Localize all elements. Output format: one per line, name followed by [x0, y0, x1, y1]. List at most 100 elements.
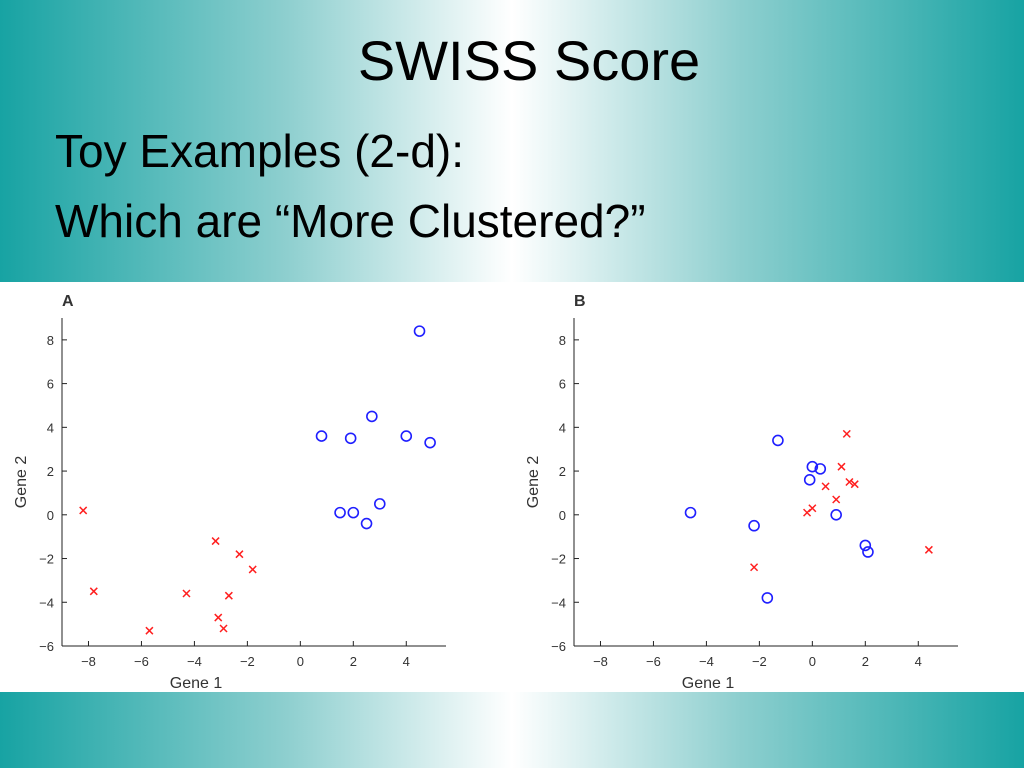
data-point-cross: [219, 624, 228, 633]
cross-stroke: [845, 477, 854, 487]
data-point-circle: [360, 517, 373, 530]
data-point-cross: [182, 589, 191, 598]
data-point-cross: [837, 462, 846, 471]
data-point-cross: [214, 613, 223, 622]
x-tick-label: −6: [134, 654, 149, 669]
data-point-circle: [761, 592, 774, 604]
panel-letter: B: [574, 293, 586, 310]
data-point-cross: [845, 477, 854, 487]
slide-title: SWISS Score: [357, 29, 701, 92]
data-point-cross: [89, 587, 98, 596]
data-point-circle: [413, 325, 426, 337]
subtitle-line-1: Toy Examples (2-d):: [55, 125, 465, 177]
x-tick-label: −4: [699, 654, 714, 669]
cross-stroke: [89, 587, 98, 596]
x-tick-label: 0: [297, 654, 304, 669]
cross-stroke: [79, 506, 88, 515]
x-tick-label: −6: [646, 654, 661, 669]
data-point-circle: [859, 539, 872, 552]
cross-stroke: [235, 550, 244, 559]
data-point-circle: [862, 546, 874, 558]
y-tick-label: −4: [39, 595, 54, 610]
y-tick-label: 4: [559, 420, 566, 435]
data-point-cross: [79, 506, 88, 515]
cross-stroke: [145, 626, 154, 635]
data-point-circle: [373, 498, 386, 510]
y-tick-label: 0: [47, 508, 54, 523]
plot-area: A −8 −6 −4 −2 0 2 4 −6 −4 −2 0 2 4 6 8 Gene 1 Gene 2 B −8 −…: [0, 282, 1024, 692]
y-tick-label: 2: [47, 464, 54, 479]
y-tick-label: −2: [39, 552, 54, 567]
data-point-circle: [814, 463, 827, 475]
y-tick-label: 8: [559, 333, 566, 348]
y-tick-label: 4: [47, 420, 54, 435]
x-tick-label: −2: [240, 654, 255, 669]
cross-stroke: [803, 508, 812, 517]
y-tick-label: 6: [47, 377, 54, 392]
cross-stroke: [750, 563, 759, 572]
x-tick-label: −4: [187, 654, 202, 669]
data-point-cross: [211, 537, 220, 546]
cross-stroke: [842, 429, 851, 438]
y-tick-label: −6: [551, 639, 566, 654]
y-axis-label: Gene 2: [525, 456, 542, 509]
data-point-cross: [235, 550, 244, 559]
x-tick-label: −8: [81, 654, 96, 669]
x-tick-label: 4: [915, 654, 922, 669]
data-point-cross: [224, 591, 233, 600]
data-point-cross: [832, 495, 841, 504]
x-tick-label: 4: [403, 654, 410, 669]
cross-stroke: [224, 591, 233, 600]
x-tick-label: −2: [752, 654, 767, 669]
data-point-circle: [684, 506, 697, 519]
data-point-circle: [366, 410, 378, 423]
cross-stroke: [821, 482, 830, 491]
x-axis-label: Gene 1: [682, 675, 735, 692]
panel-letter: A: [62, 293, 74, 310]
x-axis-label: Gene 1: [170, 675, 223, 692]
y-tick-label: 0: [559, 508, 566, 523]
data-point-circle: [830, 509, 842, 521]
y-tick-label: 8: [47, 333, 54, 348]
cross-stroke: [924, 545, 933, 554]
y-tick-label: 6: [559, 377, 566, 392]
subtitle-line-2: Which are “More Clustered?”: [55, 195, 646, 247]
data-point-circle: [334, 506, 346, 519]
cross-stroke: [211, 537, 220, 546]
y-tick-label: −4: [551, 595, 566, 610]
data-point-circle: [344, 432, 357, 445]
data-point-circle: [347, 506, 360, 519]
data-point-cross: [803, 508, 812, 517]
scatter-chart-a: A −8 −6 −4 −2 0 2 4 −6 −4 −2 0 2 4 6 8 Gene 1 Gene 2: [13, 293, 446, 692]
data-point-circle: [748, 519, 760, 532]
data-point-cross: [750, 563, 759, 572]
data-point-cross: [248, 565, 257, 574]
data-point-circle: [803, 474, 816, 486]
data-point-circle: [806, 460, 819, 473]
cross-stroke: [219, 624, 228, 633]
data-point-cross: [850, 480, 859, 489]
data-point-circle: [400, 430, 413, 442]
x-tick-label: 2: [350, 654, 357, 669]
data-point-cross: [821, 482, 830, 491]
data-point-cross: [842, 429, 851, 438]
y-axis-label: Gene 2: [13, 456, 30, 509]
cross-stroke: [850, 480, 859, 489]
data-point-cross: [924, 545, 933, 554]
scatter-chart-b: B −8 −6 −4 −2 0 2 4 −6 −4 −2 0 2 4 6 8 Gene 1 Gene 2: [525, 293, 958, 692]
x-tick-label: 2: [862, 654, 869, 669]
y-tick-label: −6: [39, 639, 54, 654]
y-tick-label: −2: [551, 552, 566, 567]
data-point-cross: [145, 626, 154, 635]
cross-stroke: [837, 462, 846, 471]
data-point-circle: [424, 436, 436, 449]
data-point-circle: [772, 434, 784, 447]
cross-stroke: [182, 589, 191, 598]
y-tick-label: 2: [559, 464, 566, 479]
x-tick-label: 0: [809, 654, 816, 669]
cross-stroke: [214, 613, 223, 622]
x-tick-label: −8: [593, 654, 608, 669]
data-point-circle: [315, 430, 328, 442]
cross-stroke: [832, 495, 841, 504]
cross-stroke: [248, 565, 257, 574]
